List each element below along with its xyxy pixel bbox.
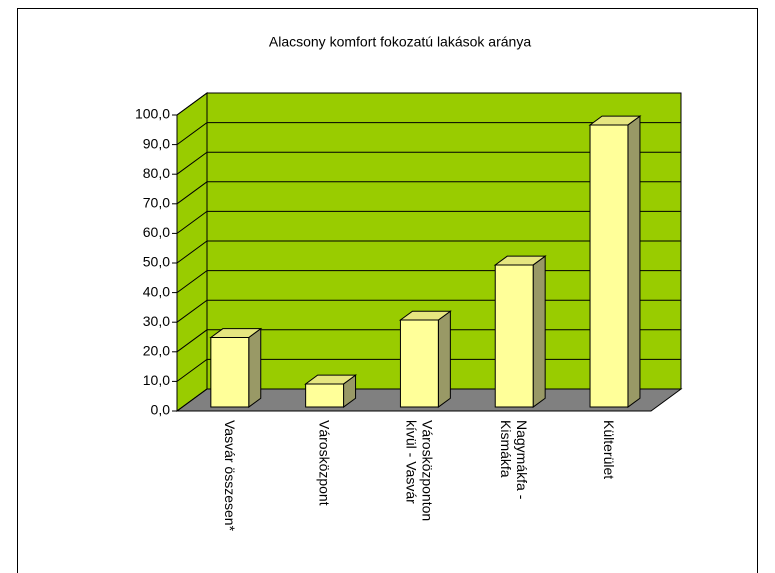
y-tick-label: 60,0	[143, 224, 170, 240]
y-tick-label: 50,0	[143, 254, 170, 270]
y-tick-label: 40,0	[143, 283, 170, 299]
x-tick-label: Városközponton kívül - Vasvár	[403, 420, 436, 522]
y-tick-label: 10,0	[143, 372, 170, 388]
bar	[494, 264, 534, 408]
y-tick-label: 100,0	[135, 106, 170, 122]
bar-side	[627, 115, 641, 409]
y-tick-label: 0,0	[151, 402, 171, 418]
grid-line	[176, 181, 681, 205]
y-tick-label: 20,0	[143, 343, 170, 359]
bar	[589, 124, 629, 408]
grid-line	[176, 240, 681, 264]
bar	[305, 383, 345, 408]
grid-line	[176, 210, 681, 234]
y-tick-label: 80,0	[143, 165, 170, 181]
grid-line	[176, 122, 681, 146]
x-tick-label: Külterület	[601, 420, 617, 480]
x-tick-label: Városközpont	[316, 420, 333, 506]
y-tick-label: 30,0	[143, 313, 170, 329]
bar	[210, 336, 250, 408]
grid-line	[176, 151, 681, 175]
grid-line	[176, 92, 681, 116]
x-tick-label: Vasvár összesen*	[221, 420, 238, 532]
bar-side	[437, 310, 451, 409]
chart-title: Alacsony komfort fokozatú lakások aránya	[269, 34, 531, 50]
x-tick-label: Nagymákfa - Kismákfa	[498, 420, 531, 500]
bar-side	[532, 255, 546, 409]
bar-side	[248, 327, 262, 409]
bar	[399, 319, 439, 408]
y-tick-label: 90,0	[143, 135, 170, 151]
y-tick-label: 70,0	[143, 195, 170, 211]
